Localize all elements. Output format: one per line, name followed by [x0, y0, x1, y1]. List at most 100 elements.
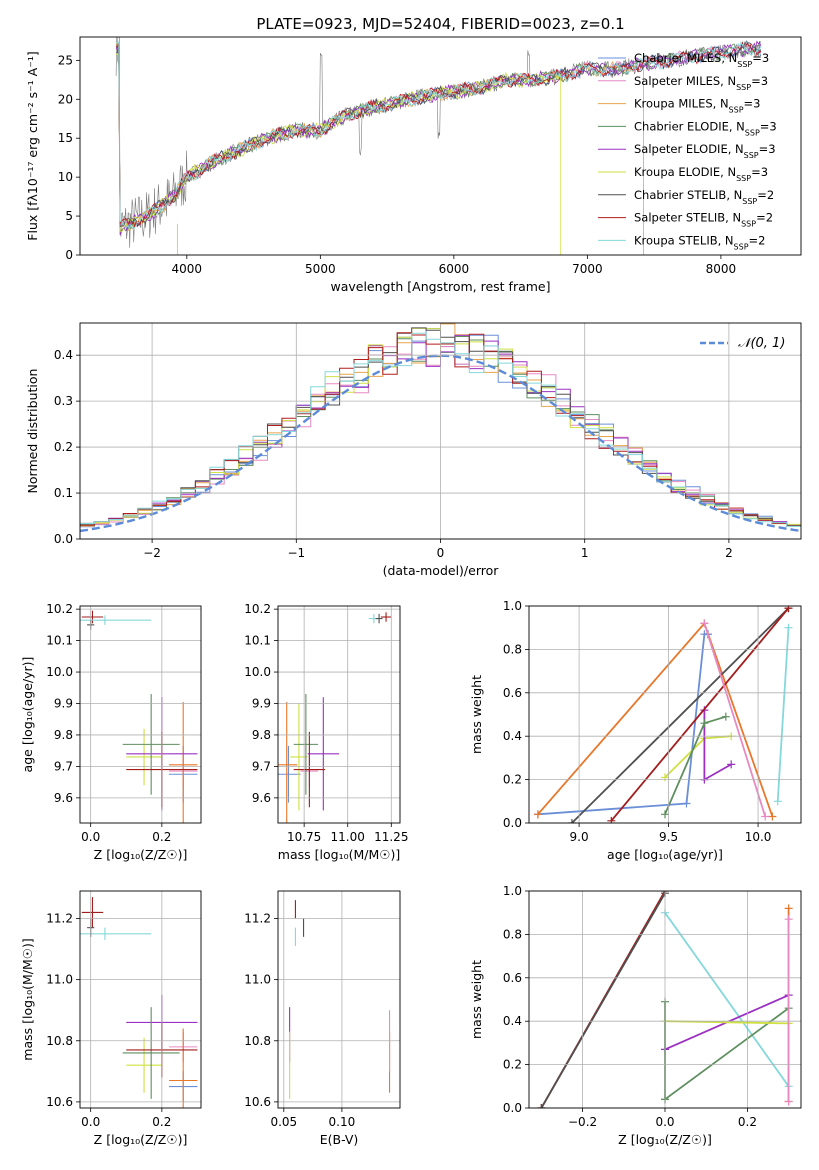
y-tick-label: 9.8	[54, 728, 73, 742]
age_vs_mass-panel: 10.75 11.00 11.25 9.6 9.7 9.8 9.9 10.0 10.1 10.2 m…	[244, 602, 408, 862]
legend: 𝒩(0, 1)	[700, 336, 785, 351]
plot-area	[80, 897, 198, 1108]
y-tick-label: 25	[58, 53, 73, 67]
series-line	[537, 633, 708, 816]
legend-entry: Kroupa ELODIE, NSSP=3	[634, 165, 768, 183]
data-point	[126, 728, 162, 786]
y-tick-label: 0.0	[54, 532, 73, 546]
plot-area	[115, 37, 762, 255]
data-point	[81, 610, 104, 624]
y-tick-label: 10.1	[244, 634, 271, 648]
x-axis-label: (data-model)/error	[383, 563, 500, 578]
y-tick-label: 0.3	[54, 394, 73, 408]
plot-area	[289, 900, 391, 1099]
y-axis-label: mass weight	[469, 675, 484, 754]
data-point	[293, 694, 319, 795]
axes-frame	[79, 890, 202, 1109]
y-tick-label: 9.9	[252, 696, 271, 710]
y-tick-label: 0.2	[503, 773, 522, 787]
point-marker	[533, 810, 542, 819]
x-tick-label: 9.5	[659, 830, 678, 844]
x-tick-label: 5000	[305, 262, 336, 276]
y-tick-label: 1.0	[503, 599, 522, 613]
axes-frame	[528, 890, 802, 1109]
x-axis-label: E(B-V)	[320, 1132, 359, 1147]
legend-entry: Kroupa MILES, NSSP=3	[634, 97, 760, 115]
plot-area	[537, 891, 793, 1108]
point-marker	[567, 819, 576, 823]
weight_vs_age-panel: 9.0 9.5 10.0 0.0 0.2 0.4 0.6 0.8 1.0 age [log₁₀(a…	[469, 599, 802, 862]
x-tick-label: 0	[437, 546, 445, 560]
y-tick-label: 9.7	[54, 759, 73, 773]
x-tick-label: 0.0	[81, 830, 100, 844]
y-tick-label: 10.2	[46, 602, 73, 616]
x-axis-label: Z [log₁₀(Z/Z☉)]	[94, 1132, 188, 1147]
x-tick-label: 0.2	[738, 1115, 757, 1129]
model-spectrum-line	[115, 41, 644, 255]
y-tick-label: 0	[65, 248, 73, 262]
data-point	[80, 927, 152, 940]
data-point	[278, 745, 301, 803]
y-tick-label: 10.8	[244, 1034, 271, 1048]
legend-entry: 𝒩(0, 1)	[738, 336, 785, 351]
x-tick-label: 2	[725, 546, 733, 560]
x-axis-label: age [log₁₀(age/yr)]	[607, 847, 723, 862]
x-tick-label: 4000	[172, 262, 203, 276]
x-tick-label: 1	[581, 546, 589, 560]
point-marker	[537, 1104, 546, 1108]
data-point	[126, 1037, 162, 1093]
y-tick-label: 10.6	[244, 1095, 271, 1109]
data-point	[293, 731, 326, 808]
axes-frame	[79, 322, 802, 540]
x-tick-label: 8000	[706, 262, 737, 276]
y-tick-label: 0.2	[503, 1058, 522, 1072]
data-point	[168, 1028, 198, 1108]
x-axis-label: Z [log₁₀(Z/Z☉)]	[94, 847, 188, 862]
legend-entry: Chabrier MILES, NSSP=3	[634, 51, 769, 69]
series-line	[703, 623, 767, 817]
series-line	[664, 912, 790, 1087]
y-tick-label: 10	[58, 170, 73, 184]
y-tick-label: 0.6	[503, 686, 522, 700]
series-line	[537, 621, 774, 817]
x-tick-label: 0.0	[81, 1115, 100, 1129]
point-marker	[784, 623, 793, 632]
x-tick-label: 0.10	[329, 1115, 356, 1129]
x-axis-label: Z [log₁₀(Z/Z☉)]	[618, 1132, 712, 1147]
y-tick-label: 20	[58, 92, 73, 106]
chart-title: PLATE=0923, MJD=52404, FIBERID=0023, z=0…	[256, 15, 624, 33]
axes-frame	[277, 890, 401, 1109]
axes-frame	[277, 605, 401, 824]
y-axis-label: age [log₁₀(age/yr)]	[20, 657, 35, 773]
y-tick-label: 15	[58, 131, 73, 145]
y-tick-label: 11.0	[46, 973, 73, 987]
weight_vs_Z-panel: −0.2 0.0 0.2 0.0 0.2 0.4 0.6 0.8 1.0 Z [log₁₀(Z/Z…	[469, 884, 802, 1147]
legend-entry: Salpeter ELODIE, NSSP=3	[634, 142, 776, 160]
y-tick-label: 9.6	[54, 791, 73, 805]
x-tick-label: 9.0	[570, 830, 589, 844]
series-line	[664, 735, 732, 779]
data-point	[122, 694, 180, 795]
x-tick-label: 10.0	[745, 830, 772, 844]
residuals-panel: −2 −1 0 1 2 0.0 0.1 0.2 0.3 0.4 (data-model)/error…	[25, 322, 802, 578]
point-marker	[682, 799, 691, 808]
y-tick-label: 9.9	[54, 696, 73, 710]
x-axis-label: mass [log₁₀(M/M☉)]	[278, 847, 400, 862]
point-marker	[661, 773, 669, 782]
mass_vs_Z-panel: 0.0 0.2 10.6 10.8 11.0 11.2 Z [log₁₀(Z/Z☉)] mas…	[20, 890, 202, 1147]
series-line	[703, 710, 732, 782]
y-tick-label: 0.4	[54, 348, 73, 362]
axes-frame	[79, 36, 802, 256]
mass_vs_ebv-panel: 0.05 0.10 10.6 10.8 11.0 11.2 E(B-V)	[244, 890, 401, 1147]
x-tick-label: 10.75	[287, 830, 321, 844]
x-tick-label: 7000	[572, 262, 603, 276]
x-tick-label: 0.05	[270, 1115, 297, 1129]
y-tick-label: 9.8	[252, 728, 271, 742]
y-tick-label: 10.2	[244, 602, 271, 616]
legend-entry: Chabrier ELODIE, NSSP=3	[634, 119, 777, 137]
point-marker	[661, 810, 669, 819]
point-marker	[721, 712, 730, 721]
plot-area	[278, 612, 392, 823]
y-tick-label: 10.0	[46, 665, 73, 679]
model-spectrum-line	[115, 41, 762, 228]
